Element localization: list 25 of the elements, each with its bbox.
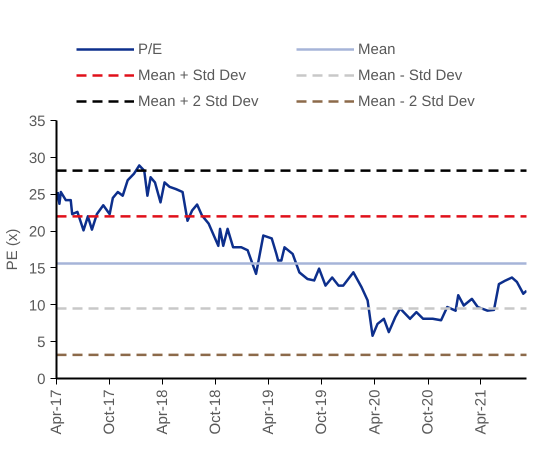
legend-label: Mean - 2 Std Dev	[358, 92, 476, 110]
x-tick-label: Apr-19	[260, 389, 278, 435]
line-series	[56, 164, 526, 337]
x-tick-label: Apr-18	[154, 389, 172, 435]
y-tick-label: 15	[28, 260, 46, 278]
y-tick-label: 25	[28, 186, 46, 204]
y-tick-label: 10	[28, 297, 46, 314]
legend-label: Mean	[358, 40, 397, 58]
x-tick-label: Apr-20	[366, 389, 384, 435]
x-tick-label: Oct-19	[313, 390, 330, 435]
x-tick-label: Oct-20	[420, 390, 437, 435]
legend-label: Mean - Std Dev	[358, 66, 464, 84]
x-tick-label: Oct-18	[207, 390, 224, 435]
y-axis-title: PE (x)	[4, 228, 21, 270]
y-tick-label: 30	[28, 150, 46, 167]
legend-label: Mean + 2 Std Dev	[138, 92, 260, 110]
legend-label: Mean + Std Dev	[138, 66, 247, 84]
x-tick-label: Apr-17	[48, 389, 65, 435]
y-tick-label: 35	[28, 113, 46, 130]
x-tick-label: Apr-21	[472, 389, 490, 435]
y-tick-label: 0	[37, 371, 46, 388]
y-tick-label: 5	[37, 334, 46, 352]
y-tick-label: 20	[28, 224, 46, 241]
legend-label: P/E	[138, 40, 164, 58]
x-tick-label: Oct-17	[101, 390, 118, 435]
